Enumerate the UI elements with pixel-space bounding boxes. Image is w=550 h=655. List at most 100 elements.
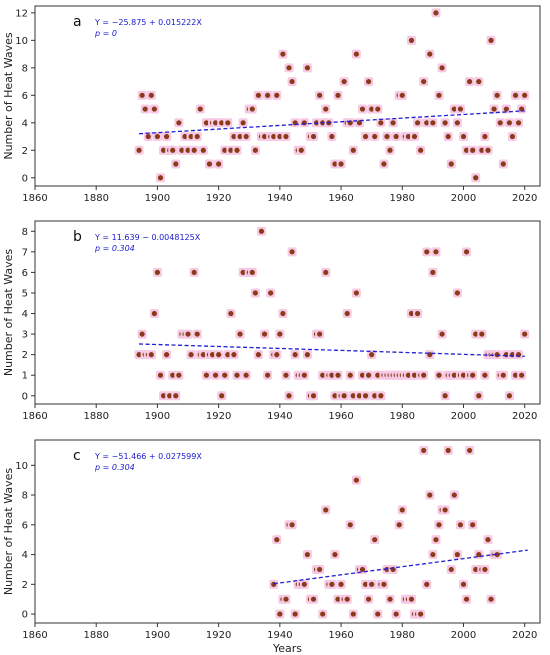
data-point xyxy=(268,290,274,296)
data-point xyxy=(497,120,503,126)
y-tick-label: 4 xyxy=(22,309,28,320)
data-point xyxy=(427,492,433,498)
data-point xyxy=(203,372,209,378)
data-point xyxy=(375,106,381,112)
data-point xyxy=(433,537,439,543)
data-point xyxy=(157,175,164,181)
data-point xyxy=(203,120,209,126)
data-point xyxy=(145,133,151,140)
data-point xyxy=(228,310,234,317)
data-point xyxy=(347,522,353,528)
x-tick-label: 1940 xyxy=(267,411,292,422)
data-point xyxy=(148,92,154,98)
data-point xyxy=(372,393,378,399)
data-point xyxy=(445,447,451,454)
data-point xyxy=(191,269,197,276)
data-point xyxy=(399,507,405,513)
data-point xyxy=(372,537,378,543)
data-point xyxy=(451,372,457,378)
data-point xyxy=(454,290,460,296)
data-point xyxy=(304,65,310,71)
data-point xyxy=(369,352,375,358)
data-point xyxy=(436,92,442,98)
data-point xyxy=(225,352,231,358)
data-point xyxy=(298,147,304,153)
data-point xyxy=(209,352,216,358)
data-point xyxy=(164,133,170,140)
y-tick-label: 2 xyxy=(22,146,28,157)
x-tick-label: 1980 xyxy=(390,411,415,422)
data-point xyxy=(442,120,448,126)
data-point xyxy=(430,551,436,558)
data-point xyxy=(185,147,191,153)
data-point xyxy=(366,78,372,85)
data-point xyxy=(491,106,497,112)
data-point xyxy=(237,331,243,337)
data-point xyxy=(317,331,323,337)
data-point xyxy=(301,372,307,378)
data-point xyxy=(160,393,167,399)
data-point xyxy=(384,566,390,573)
x-tick-label: 1980 xyxy=(390,630,415,641)
data-point xyxy=(216,161,222,167)
data-point xyxy=(255,92,262,98)
y-tick-label: 3 xyxy=(22,330,28,341)
data-point xyxy=(460,133,467,140)
y-axis-label: Number of Heat Waves xyxy=(2,249,15,377)
y-tick-label: 4 xyxy=(22,550,28,561)
data-point xyxy=(506,393,512,399)
data-point xyxy=(381,581,387,587)
data-point xyxy=(519,372,525,378)
data-point xyxy=(448,161,454,167)
data-point xyxy=(194,133,200,140)
data-point xyxy=(494,92,500,98)
trend-line xyxy=(273,549,528,585)
data-point xyxy=(479,147,485,153)
data-point xyxy=(338,581,344,587)
x-tick-label: 1920 xyxy=(206,411,231,422)
data-point xyxy=(234,147,240,153)
data-point xyxy=(467,447,473,454)
data-point xyxy=(421,372,427,378)
data-point xyxy=(274,537,280,543)
data-point xyxy=(414,310,421,317)
y-tick-label: 6 xyxy=(22,91,28,102)
data-point xyxy=(347,372,353,378)
data-point xyxy=(173,161,179,167)
panel-letter: b xyxy=(73,229,82,245)
data-point xyxy=(280,51,286,57)
data-point xyxy=(362,581,369,587)
data-point xyxy=(482,133,488,140)
data-point xyxy=(503,106,509,112)
data-point xyxy=(381,161,387,167)
p-value: p = 0.304 xyxy=(94,463,135,472)
data-point xyxy=(463,596,470,602)
data-point xyxy=(200,352,206,358)
y-tick-label: 2 xyxy=(22,580,28,591)
data-point xyxy=(240,120,246,126)
data-point xyxy=(470,522,476,528)
data-point xyxy=(194,331,200,337)
data-point xyxy=(436,522,442,528)
x-tick-label: 1880 xyxy=(83,193,108,204)
data-point xyxy=(283,372,289,378)
data-point xyxy=(332,161,338,167)
data-point xyxy=(359,106,366,112)
x-tick-label: 1900 xyxy=(145,630,170,641)
x-tick-label: 1880 xyxy=(83,411,108,422)
data-point xyxy=(512,372,519,378)
y-tick-label: 8 xyxy=(22,491,28,502)
y-tick-label: 4 xyxy=(22,118,28,129)
data-point xyxy=(164,352,170,358)
y-tick-label: 8 xyxy=(22,227,28,238)
panel-letter: a xyxy=(73,14,82,30)
data-point xyxy=(369,581,375,587)
x-tick-label: 1960 xyxy=(328,630,353,641)
data-point xyxy=(488,37,494,43)
data-point xyxy=(369,106,375,112)
y-tick-label: 10 xyxy=(15,461,28,472)
data-point xyxy=(473,331,479,337)
data-point xyxy=(277,331,283,337)
data-point xyxy=(463,249,470,255)
